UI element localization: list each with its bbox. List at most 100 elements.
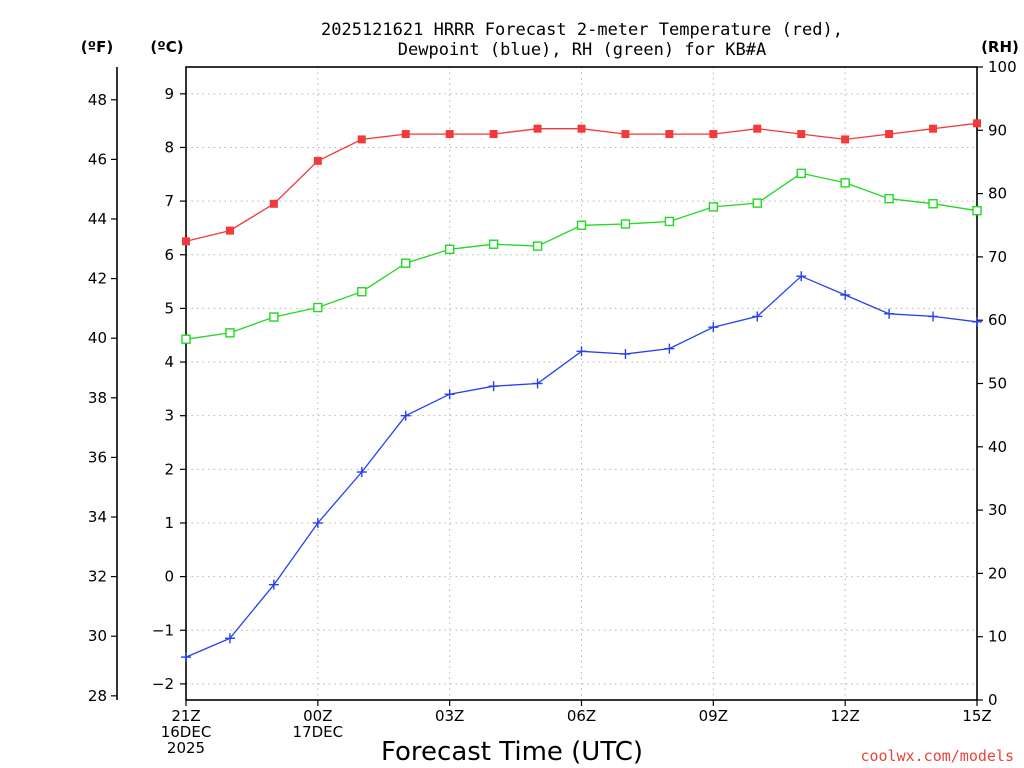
temperature-point xyxy=(577,124,586,133)
temperature-point xyxy=(357,135,366,144)
temperature-point xyxy=(269,199,278,208)
rh-point xyxy=(884,193,894,204)
dewpoint-point xyxy=(752,311,763,322)
credit-text: coolwx.com/models xyxy=(860,747,1014,765)
fahrenheit-tick-label: 32 xyxy=(88,568,107,586)
chart-title-line-2: Dewpoint (blue), RH (green) for KB#A xyxy=(398,40,766,60)
x-tick-label: 06Z xyxy=(567,707,596,725)
x-tick-label: 16DEC xyxy=(161,723,212,741)
rh-point xyxy=(357,287,367,297)
temperature-point xyxy=(841,135,850,144)
temperature-point xyxy=(182,237,190,246)
celsius-tick-label: 1 xyxy=(164,514,174,532)
dewpoint-point xyxy=(708,322,719,333)
temperature-point xyxy=(929,124,938,133)
data-series xyxy=(181,119,982,663)
fahrenheit-tick-label: 40 xyxy=(88,329,107,347)
dewpoint-point xyxy=(312,517,323,528)
rh-tick-label: 80 xyxy=(988,185,1007,203)
tick-labels: 2830323436384042444648−2−101234567890102… xyxy=(88,58,1017,757)
temperature-point xyxy=(753,124,762,133)
chart-title-line-1: 2025121621 HRRR Forecast 2-meter Tempera… xyxy=(321,20,843,40)
rh-point xyxy=(928,199,938,209)
dewpoint-line xyxy=(185,275,978,658)
celsius-tick-label: −1 xyxy=(152,621,174,639)
x-tick-label: 17DEC xyxy=(293,723,344,741)
temperature-point xyxy=(973,119,981,128)
x-tick-label: 15Z xyxy=(962,707,991,725)
fahrenheit-tick-label: 46 xyxy=(88,150,107,168)
fahrenheit-unit-label: (ºF) xyxy=(81,38,113,56)
dewpoint-point xyxy=(444,389,455,400)
rh-line xyxy=(185,172,978,340)
rh-tick-label: 50 xyxy=(988,375,1007,393)
temperature-point xyxy=(621,130,630,139)
fahrenheit-tick-label: 36 xyxy=(88,448,107,466)
rh-point xyxy=(840,178,850,188)
x-tick-label: 09Z xyxy=(699,707,728,725)
dewpoint-point xyxy=(884,308,895,319)
temperature-point xyxy=(533,124,542,133)
rh-point xyxy=(576,220,587,230)
fahrenheit-tick-label: 28 xyxy=(88,687,107,705)
rh-tick-label: 100 xyxy=(988,58,1017,76)
rh-point xyxy=(796,168,806,179)
rh-point xyxy=(708,202,719,212)
celsius-tick-label: 5 xyxy=(164,299,174,317)
celsius-tick-label: 6 xyxy=(164,246,174,264)
grid xyxy=(186,67,977,700)
celsius-tick-label: 8 xyxy=(164,138,174,156)
x-tick-label: 12Z xyxy=(830,707,859,725)
fahrenheit-tick-label: 42 xyxy=(88,270,107,288)
celsius-tick-label: 2 xyxy=(164,460,174,478)
dewpoint-point xyxy=(400,410,411,421)
rh-unit-label: (RH) xyxy=(981,38,1019,56)
dewpoint-point xyxy=(268,579,279,590)
temperature-point xyxy=(225,226,234,235)
x-tick-label: 00Z xyxy=(303,707,332,725)
rh-tick-label: 10 xyxy=(988,628,1007,646)
rh-tick-label: 60 xyxy=(988,311,1007,329)
x-tick-label: 2025 xyxy=(167,739,205,757)
x-tick-label: 03Z xyxy=(435,707,464,725)
dewpoint-point xyxy=(224,633,235,644)
rh-tick-label: 30 xyxy=(988,501,1007,519)
celsius-tick-label: 9 xyxy=(164,85,174,103)
temperature-point xyxy=(401,130,410,139)
fahrenheit-tick-label: 34 xyxy=(88,508,107,526)
dewpoint-point xyxy=(181,652,191,663)
fahrenheit-tick-label: 38 xyxy=(88,389,107,407)
x-tick-label: 21Z xyxy=(171,707,200,725)
dewpoint-point xyxy=(972,316,982,327)
rh-tick-label: 70 xyxy=(988,248,1007,266)
rh-point xyxy=(181,334,191,344)
dewpoint-point xyxy=(620,348,631,359)
rh-tick-label: 20 xyxy=(988,564,1007,582)
temperature-point xyxy=(489,130,498,139)
fahrenheit-tick-label: 30 xyxy=(88,627,107,645)
dewpoint-point xyxy=(488,381,499,392)
axes xyxy=(111,66,983,706)
rh-point xyxy=(972,205,982,216)
fahrenheit-tick-label: 44 xyxy=(88,210,107,228)
rh-point xyxy=(532,241,543,251)
celsius-tick-label: −2 xyxy=(152,675,174,693)
dewpoint-point xyxy=(356,467,367,478)
x-axis-title: Forecast Time (UTC) xyxy=(381,737,643,767)
celsius-tick-label: 3 xyxy=(164,407,174,425)
dewpoint-point xyxy=(796,271,807,282)
rh-point xyxy=(488,239,499,249)
celsius-unit-label: (ºC) xyxy=(150,38,183,56)
rh-point xyxy=(401,258,411,268)
rh-point xyxy=(620,219,631,229)
dewpoint-point xyxy=(532,378,543,389)
celsius-tick-label: 4 xyxy=(164,353,174,371)
rh-tick-label: 0 xyxy=(988,691,998,709)
rh-point xyxy=(313,302,323,313)
rh-tick-label: 90 xyxy=(988,121,1007,139)
temperature-point xyxy=(313,156,322,165)
temperature-point xyxy=(885,130,894,139)
celsius-tick-label: 7 xyxy=(164,192,174,210)
rh-tick-label: 40 xyxy=(988,438,1007,456)
